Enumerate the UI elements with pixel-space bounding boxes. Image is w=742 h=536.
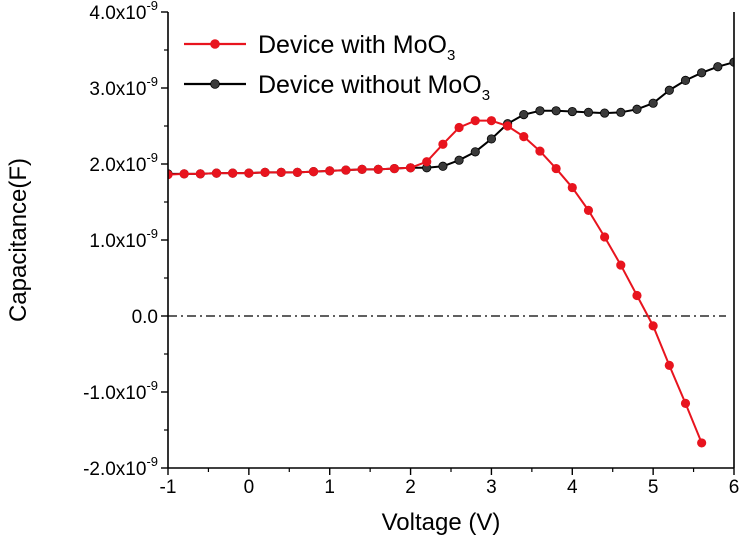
data-point-1-26 bbox=[583, 107, 594, 117]
data-point-0-31 bbox=[664, 360, 674, 370]
data-point-0-33 bbox=[697, 438, 707, 448]
data-point-1-24 bbox=[551, 106, 561, 116]
data-point-1-32 bbox=[680, 75, 691, 86]
y-tick-label: -2.0x10-9 bbox=[83, 454, 158, 480]
data-point-0-14 bbox=[389, 163, 399, 174]
data-point-0-8 bbox=[292, 167, 302, 177]
x-tick-label: 3 bbox=[486, 477, 497, 498]
x-tick-label: 5 bbox=[648, 477, 659, 498]
x-tick-label: 1 bbox=[324, 477, 335, 498]
data-point-0-19 bbox=[470, 116, 480, 126]
y-tick-label: -1.0x10-9 bbox=[83, 378, 158, 404]
y-tick-label: 0.0 bbox=[132, 307, 158, 328]
y-axis-title: Capacitance(F) bbox=[5, 158, 32, 322]
y-tick-label: 4.0x10-9 bbox=[89, 0, 158, 24]
x-axis-title: Voltage (V) bbox=[382, 509, 501, 536]
data-point-0-2 bbox=[195, 169, 205, 179]
legend-marker-0 bbox=[210, 39, 220, 49]
data-point-0-5 bbox=[244, 168, 254, 178]
data-point-0-22 bbox=[519, 132, 529, 142]
data-point-0-28 bbox=[616, 260, 626, 270]
x-tick-label: 6 bbox=[729, 477, 740, 498]
x-tick-label: -1 bbox=[160, 477, 177, 498]
legend-label-0: Device with MoO3 bbox=[258, 31, 455, 64]
data-point-0-30 bbox=[648, 321, 658, 331]
legend-marker-1 bbox=[210, 79, 220, 89]
data-point-1-25 bbox=[567, 106, 577, 117]
data-point-0-15 bbox=[405, 163, 416, 173]
data-point-0-13 bbox=[373, 164, 383, 174]
x-tick-label: 0 bbox=[244, 477, 255, 498]
data-point-1-33 bbox=[697, 68, 707, 78]
data-point-0-17 bbox=[438, 139, 448, 149]
data-point-0-32 bbox=[680, 398, 691, 408]
data-point-0-16 bbox=[422, 157, 432, 167]
data-point-0-21 bbox=[502, 121, 513, 131]
y-tick-label: 2.0x10-9 bbox=[89, 150, 158, 176]
data-point-0-26 bbox=[583, 205, 594, 215]
data-point-1-19 bbox=[470, 147, 480, 157]
data-point-0-3 bbox=[211, 168, 222, 178]
data-point-0-11 bbox=[341, 165, 351, 175]
data-point-1-30 bbox=[648, 98, 658, 108]
data-point-0-25 bbox=[567, 182, 577, 193]
axes-layer: -1 0 1 2 3 4 5 6 4.0x10-9 3.0x10-9 2.0x10-9 1.0x10-… bbox=[5, 0, 739, 536]
data-point-1-23 bbox=[535, 106, 545, 116]
data-point-0-23 bbox=[535, 146, 545, 156]
y-tick-label: 3.0x10-9 bbox=[89, 74, 158, 100]
data-point-1-29 bbox=[632, 104, 642, 114]
data-point-0-20 bbox=[486, 116, 497, 126]
data-point-1-22 bbox=[519, 110, 529, 120]
data-point-1-28 bbox=[616, 107, 626, 117]
data-point-0-29 bbox=[632, 290, 642, 301]
data-point-1-17 bbox=[438, 161, 448, 171]
series-line-0 bbox=[168, 119, 703, 444]
data-point-0-6 bbox=[260, 167, 270, 177]
data-point-0-18 bbox=[454, 122, 464, 133]
legend-label-1: Device without MoO3 bbox=[258, 71, 490, 104]
series-layer bbox=[168, 57, 734, 448]
data-point-1-34 bbox=[713, 62, 723, 72]
data-point-0-1 bbox=[179, 169, 189, 179]
data-point-0-27 bbox=[600, 232, 610, 242]
data-point-1-31 bbox=[664, 85, 674, 95]
data-point-0-10 bbox=[325, 166, 335, 176]
data-point-0-12 bbox=[357, 164, 367, 174]
legend: Device with MoO3 Device without MoO3 bbox=[184, 31, 490, 104]
data-point-1-27 bbox=[600, 108, 610, 118]
data-point-1-18 bbox=[454, 155, 464, 165]
x-tick-label: 4 bbox=[567, 477, 578, 498]
y-tick-label: 1.0x10-9 bbox=[89, 226, 158, 252]
data-point-1-20 bbox=[486, 134, 497, 144]
data-point-0-7 bbox=[276, 167, 286, 177]
data-point-0-4 bbox=[228, 168, 238, 178]
x-tick-label: 2 bbox=[405, 477, 416, 498]
data-point-0-24 bbox=[551, 163, 561, 174]
data-point-0-9 bbox=[308, 167, 319, 177]
